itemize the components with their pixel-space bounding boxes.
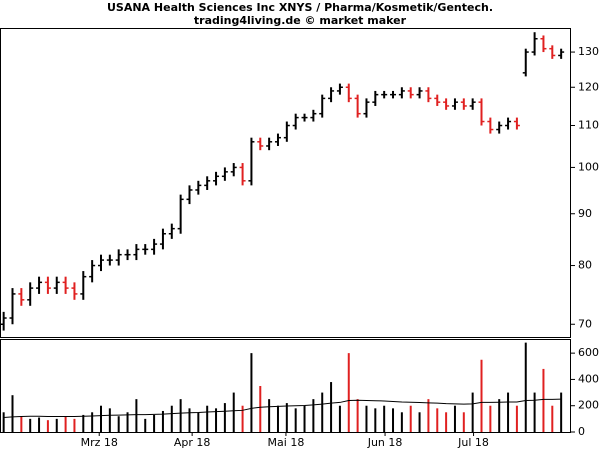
y-tick-label: 110 (578, 119, 599, 132)
volume-frame (0, 339, 571, 433)
y-tick-label: 80 (578, 259, 592, 272)
chart-subtitle: trading4living.de © market maker (194, 14, 407, 27)
volume-tick-label: 600 (578, 346, 599, 359)
x-tick-label: Jul 18 (457, 436, 489, 449)
volume-tick-label: 200 (578, 399, 599, 412)
x-tick-label: Apr 18 (174, 436, 211, 449)
x-tick-label: Mai 18 (268, 436, 305, 449)
x-tick-label: Mrz 18 (81, 436, 118, 449)
y-tick-label: 120 (578, 80, 599, 93)
y-tick-label: 90 (578, 207, 592, 220)
volume-ma (3, 398, 562, 419)
y-tick-label: 130 (578, 45, 599, 58)
y-tick-label: 70 (578, 317, 592, 330)
chart-title: USANA Health Sciences Inc XNYS / Pharma/… (107, 1, 493, 14)
volume-tick-label: 0 (578, 425, 585, 438)
x-tick-label: Jun 18 (367, 436, 403, 449)
price-frame (0, 28, 571, 338)
volume-tick-label: 400 (578, 372, 599, 385)
y-tick-label: 100 (578, 160, 599, 173)
